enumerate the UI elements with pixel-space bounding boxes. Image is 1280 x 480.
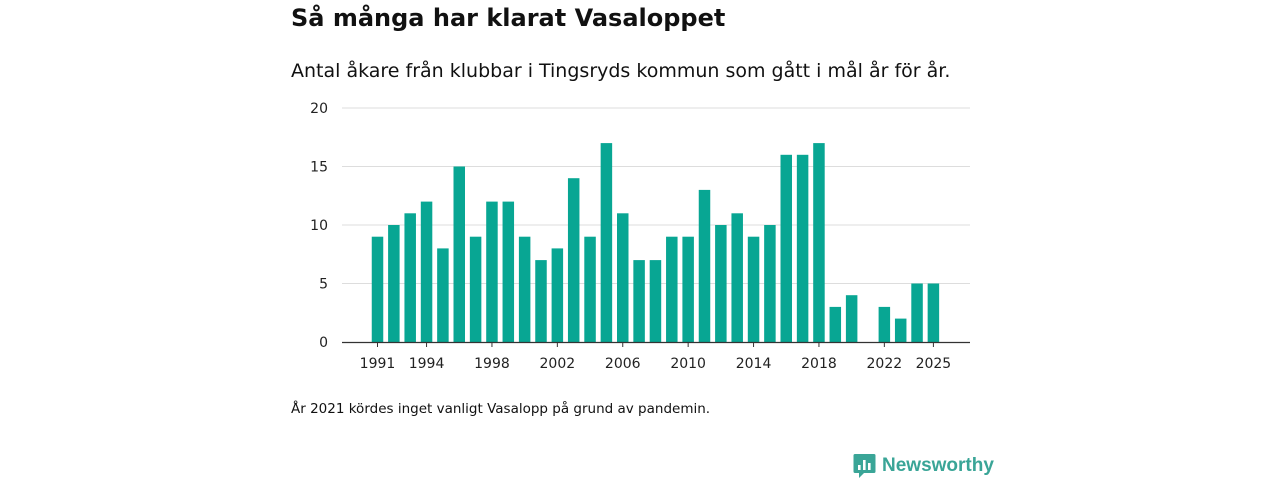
newsworthy-logo-text: Newsworthy [882,455,994,476]
x-tick-label: 1998 [474,356,510,372]
bar [404,213,416,342]
x-tick-label: 2006 [605,356,641,372]
y-tick-label: 5 [319,277,328,293]
bar [698,189,711,342]
x-tick-label: 1994 [409,356,445,372]
bar [813,143,825,342]
y-tick-label: 15 [310,160,328,176]
x-tick-label: 2002 [540,356,576,372]
footnote: År 2021 kördes inget vanligt Vasalopp på… [291,401,711,417]
bar [502,201,515,342]
y-tick-label: 10 [310,218,328,234]
x-tick-label: 2022 [867,356,903,372]
bar [551,248,564,342]
bar [388,225,400,342]
bar [584,236,596,342]
y-tick-label: 20 [310,101,328,117]
bar [682,236,694,342]
bar [747,236,760,342]
bar [633,260,645,342]
bar [649,260,662,342]
bar [518,236,531,342]
bar [535,260,547,342]
bar [617,213,629,342]
newsworthy-logo-icon [853,454,876,478]
bar [796,154,809,342]
bar [878,306,891,342]
bar [371,236,384,342]
bar [600,143,613,342]
bar [486,201,498,342]
bar [420,201,433,342]
y-tick-label: 0 [319,335,328,351]
bar-chart: 0 5 10 15 20 1991 1994 1998 2002 2006 2010 2014 2018… [310,101,970,372]
bar [829,306,842,342]
x-tick-label: 1991 [360,356,396,372]
bar [453,166,465,342]
bar [894,318,907,342]
x-tick-label: 2014 [736,356,772,372]
chart-title: Så många har klarat Vasaloppet [291,4,726,32]
x-tick-label: 2018 [801,356,837,372]
bar [927,283,940,342]
bar [731,213,743,342]
bar [780,154,792,342]
bar [666,236,678,342]
bar [911,283,923,342]
bar [845,295,858,342]
chart-subtitle: Antal åkare från klubbar i Tingsryds kom… [291,60,951,82]
bar [469,236,482,342]
bar [567,178,580,342]
bar [764,225,776,342]
x-tick-label: 2010 [670,356,706,372]
x-tick-label: 2025 [916,356,952,372]
bar [437,248,449,342]
newsworthy-logo[interactable]: Newsworthy [853,452,994,480]
bar [715,225,727,342]
